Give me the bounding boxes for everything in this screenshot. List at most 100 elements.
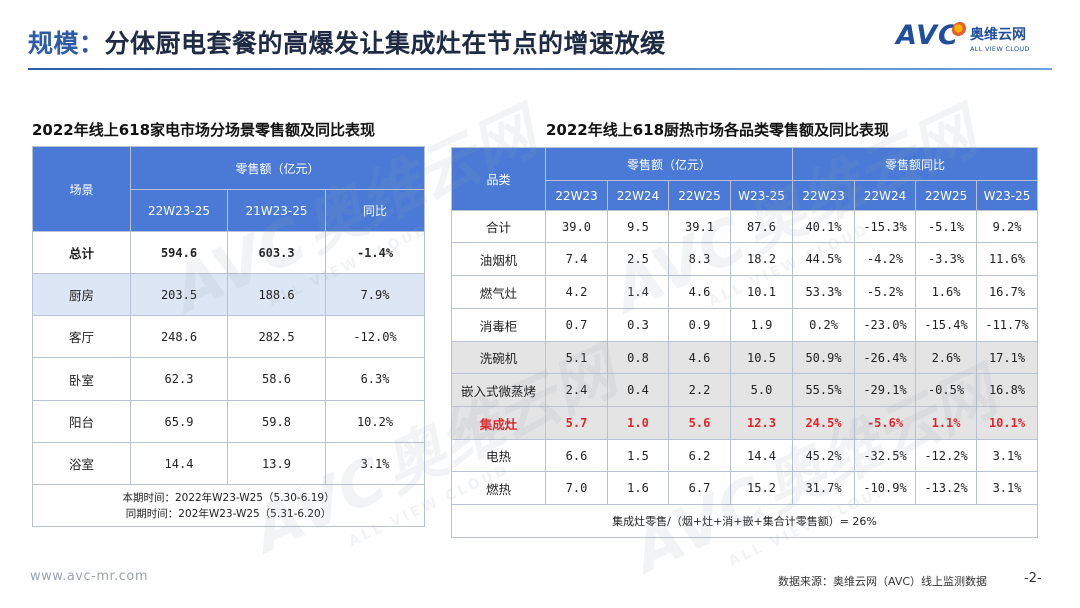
header-col: 22W24 (854, 180, 917, 211)
cell-value: 0.2% (792, 308, 856, 342)
cell-value: 2.6% (915, 341, 978, 374)
cell-value: 2.5 (607, 242, 669, 276)
cell-value: -15.4% (915, 308, 978, 342)
cell-value: 65.9 (130, 400, 228, 443)
table-row: 油烟机 7.4 2.5 8.3 18.2 44.5% -4.2% -3.3% 1… (451, 242, 1039, 276)
cell-value: 0.4 (607, 373, 669, 407)
row-name: 油烟机 (451, 242, 546, 276)
cell-value: 44.5% (792, 242, 856, 276)
cell-value: 13.9 (227, 442, 326, 485)
header-col: 22W25 (915, 180, 978, 211)
cell-value: 10.5 (729, 341, 794, 374)
row-name: 洗碗机 (451, 341, 546, 374)
table-row: 燃热 7.0 1.6 6.7 15.2 31.7% -10.9% -13.2% … (451, 471, 1039, 505)
page-title: 规模：分体厨电套餐的高爆发让集成灶在节点的增速放缓 (28, 24, 666, 60)
cell-value: -12.0% (324, 315, 426, 358)
cell-value: 24.5% (792, 406, 856, 440)
cell-value: -32.5% (854, 439, 917, 472)
cell-value: 87.6 (729, 210, 794, 243)
cell-value: 1.4 (607, 275, 669, 309)
kitchen-category-table: 品类 零售额（亿元） 零售额同比 22W23 22W24 22W25 W23-2… (450, 147, 1039, 538)
row-name: 燃气灶 (451, 275, 546, 309)
cell-value: 7.0 (545, 471, 608, 505)
cell-value: -12.2% (915, 439, 978, 472)
cell-value: -5.1% (915, 210, 978, 243)
cell-value: 203.5 (130, 273, 228, 316)
cell-value: 2.2 (668, 373, 731, 407)
header-col: 22W25 (668, 180, 731, 211)
cell-value: 16.8% (976, 373, 1039, 407)
header-col: W23-25 (729, 180, 794, 211)
cell-value: 1.5 (607, 439, 669, 472)
cell-value: -5.6% (854, 406, 917, 440)
cell-value: 603.3 (227, 231, 326, 274)
row-name: 燃热 (451, 471, 546, 505)
cell-value: 3.1% (324, 442, 426, 485)
cell-value: 5.6 (668, 406, 731, 440)
table-row: 阳台 65.9 59.8 10.2% (32, 400, 426, 443)
period-previous: 同期时间：202年W23-W25（5.31-6.20） (125, 507, 332, 520)
header-col: 22W23 (545, 180, 608, 211)
cell-value: 17.1% (976, 341, 1039, 374)
row-name: 阳台 (32, 400, 131, 443)
cell-value: 45.2% (792, 439, 856, 472)
header-col-21w: 21W23-25 (227, 189, 326, 232)
cell-value: 188.6 (227, 273, 326, 316)
title-text: 分体厨电套餐的高爆发让集成灶在节点的增速放缓 (104, 29, 666, 58)
cell-value: -13.2% (915, 471, 978, 505)
cell-value: 40.1% (792, 210, 856, 243)
cell-value: -10.9% (854, 471, 917, 505)
cell-value: 5.7 (545, 406, 608, 440)
cell-value: 4.2 (545, 275, 608, 309)
cell-value: 55.5% (792, 373, 856, 407)
logo-swirl-icon (952, 22, 968, 38)
cell-value: 7.4 (545, 242, 608, 276)
avc-logo: AVC 奥维云网 ALL VIEW CLOUD (896, 20, 1056, 60)
cell-value: -11.7% (976, 308, 1039, 342)
cell-value: 594.6 (130, 231, 228, 274)
cell-value: 2.4 (545, 373, 608, 407)
cell-value: 15.2 (729, 471, 794, 505)
cell-value: 10.1% (976, 406, 1039, 440)
cell-value: 58.6 (227, 357, 326, 401)
header-divider (28, 68, 1052, 70)
period-current: 本期时间：2022年W23-W25（5.30-6.19） (122, 491, 335, 504)
title-prefix: 规模： (28, 29, 105, 58)
cell-value: 6.3% (324, 357, 426, 401)
cell-value: 1.0 (607, 406, 669, 440)
table-row: 洗碗机 5.1 0.8 4.6 10.5 50.9% -26.4% 2.6% 1… (451, 341, 1039, 374)
cell-value: -26.4% (854, 341, 917, 374)
cell-value: 39.0 (545, 210, 608, 243)
cell-value: -1.4% (324, 231, 426, 274)
cell-value: 4.6 (668, 275, 731, 309)
cell-value: 6.6 (545, 439, 608, 472)
cell-value: 31.7% (792, 471, 856, 505)
cell-value: 8.3 (668, 242, 731, 276)
logo-cn: 奥维云网 (970, 27, 1026, 43)
table-row: 浴室 14.4 13.9 3.1% (32, 442, 426, 485)
header-retail-group: 零售额（亿元） (129, 146, 426, 190)
cell-value: 5.0 (729, 373, 794, 407)
cell-value: 14.4 (729, 439, 794, 472)
cell-value: 3.1% (976, 439, 1039, 472)
site-url: www.avc-mr.com (30, 569, 149, 584)
cell-value: 0.8 (607, 341, 669, 374)
logo-mark: AVC (896, 20, 959, 51)
cell-value: 10.2% (324, 400, 426, 443)
row-name: 嵌入式微蒸烤 (451, 373, 546, 407)
row-name: 卧室 (32, 357, 131, 401)
row-name: 电热 (451, 439, 546, 472)
cell-value: -0.5% (915, 373, 978, 407)
left-table-title: 2022年线上618家电市场分场景零售额及同比表现 (32, 121, 376, 139)
cell-value: 62.3 (130, 357, 228, 401)
header-col-22w: 22W23-25 (130, 189, 228, 232)
table-row: 燃气灶 4.2 1.4 4.6 10.1 53.3% -5.2% 1.6% 16… (451, 275, 1039, 309)
cell-value: 10.1 (729, 275, 794, 309)
header-yoy-group: 零售额同比 (792, 147, 1039, 181)
cell-value: -29.1% (854, 373, 917, 407)
table-row: 合计 39.0 9.5 39.1 87.6 40.1% -15.3% -5.1%… (451, 210, 1039, 243)
cell-value: -4.2% (854, 242, 917, 276)
cell-value: 1.6% (915, 275, 978, 309)
page-number: -2- (1024, 571, 1042, 586)
cell-value: 0.7 (545, 308, 608, 342)
